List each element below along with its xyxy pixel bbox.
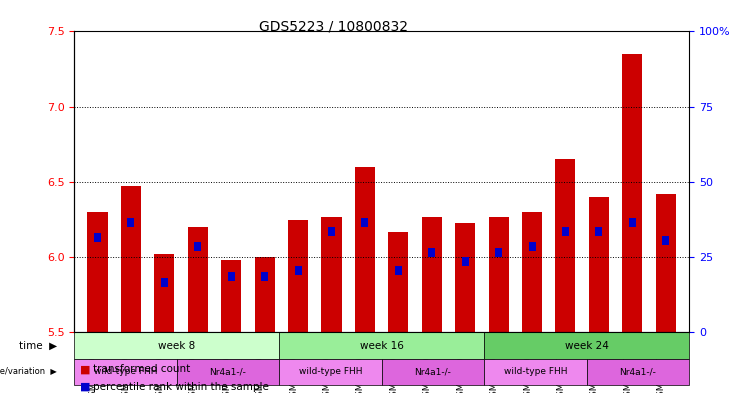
Bar xyxy=(94,233,101,242)
Bar xyxy=(462,257,469,266)
Bar xyxy=(422,217,442,332)
Text: Nr4a1-/-: Nr4a1-/- xyxy=(414,367,451,376)
Bar xyxy=(294,266,302,275)
Bar xyxy=(127,218,134,227)
Text: Nr4a1-/-: Nr4a1-/- xyxy=(210,367,246,376)
FancyBboxPatch shape xyxy=(484,359,587,385)
Bar xyxy=(221,260,242,332)
Bar xyxy=(161,278,168,287)
Text: wild-type FHH: wild-type FHH xyxy=(299,367,362,376)
Bar xyxy=(595,227,602,236)
Text: week 8: week 8 xyxy=(158,341,195,351)
Bar xyxy=(495,248,502,257)
Text: wild-type FHH: wild-type FHH xyxy=(93,367,157,376)
Bar xyxy=(395,266,402,275)
FancyBboxPatch shape xyxy=(382,359,484,385)
Bar xyxy=(322,217,342,332)
FancyBboxPatch shape xyxy=(587,359,689,385)
Bar xyxy=(522,212,542,332)
Bar xyxy=(355,167,375,332)
Bar xyxy=(556,160,576,332)
Bar xyxy=(662,236,669,245)
FancyBboxPatch shape xyxy=(74,332,279,359)
Bar xyxy=(362,218,368,227)
Bar xyxy=(488,217,508,332)
Bar xyxy=(288,220,308,332)
Bar xyxy=(656,194,676,332)
Bar xyxy=(194,242,202,251)
Bar xyxy=(154,254,174,332)
Text: wild-type FHH: wild-type FHH xyxy=(504,367,567,376)
Bar xyxy=(121,186,141,332)
FancyBboxPatch shape xyxy=(176,359,279,385)
Text: GDS5223 / 10800832: GDS5223 / 10800832 xyxy=(259,20,408,34)
Bar xyxy=(255,257,275,332)
Bar xyxy=(227,272,235,281)
Bar xyxy=(87,212,107,332)
Text: percentile rank within the sample: percentile rank within the sample xyxy=(93,382,268,392)
Bar xyxy=(589,197,609,332)
Bar xyxy=(629,218,636,227)
Text: ■: ■ xyxy=(80,382,90,392)
Text: transformed count: transformed count xyxy=(93,364,190,375)
Bar xyxy=(187,227,207,332)
Bar xyxy=(528,242,536,251)
FancyBboxPatch shape xyxy=(74,359,176,385)
Bar xyxy=(622,54,642,332)
Bar xyxy=(562,227,569,236)
Bar xyxy=(428,248,435,257)
Bar xyxy=(328,227,335,236)
FancyBboxPatch shape xyxy=(279,332,484,359)
Text: time  ▶: time ▶ xyxy=(19,341,57,351)
Bar xyxy=(455,222,475,332)
Text: week 16: week 16 xyxy=(359,341,404,351)
Text: genotype/variation  ▶: genotype/variation ▶ xyxy=(0,367,57,376)
Text: week 24: week 24 xyxy=(565,341,608,351)
Bar xyxy=(261,272,268,281)
Text: ■: ■ xyxy=(80,364,90,375)
FancyBboxPatch shape xyxy=(484,332,689,359)
Bar xyxy=(388,231,408,332)
Text: Nr4a1-/-: Nr4a1-/- xyxy=(619,367,657,376)
FancyBboxPatch shape xyxy=(279,359,382,385)
